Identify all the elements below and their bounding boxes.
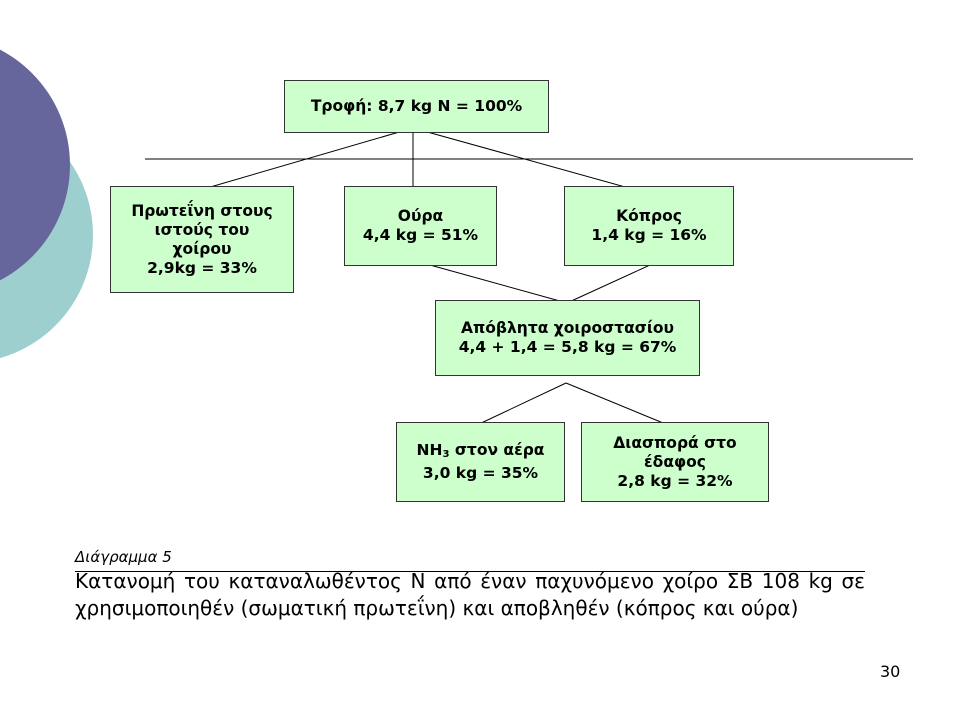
page-number: 30 [880,662,901,681]
node-protein-line: Πρωτεΐνη στους [131,201,273,220]
node-air-line: NH3 στον αέρα [417,441,545,464]
node-protein-line: ιστούς του [154,220,250,239]
node-soil: Διασπορά στο έδαφος 2,8 kg = 32% [581,422,769,502]
caption-text: Κατανομή του καταναλωθέντος N από έναν π… [75,569,865,620]
node-waste-line: Απόβλητα χοιροστασίου [460,319,675,337]
node-manure-line: 1,4 kg = 16% [591,226,707,244]
nh-text: NH [416,441,443,459]
node-waste: Απόβλητα χοιροστασίου 4,4 + 1,4 = 5,8 kg… [435,300,700,376]
node-feed-line: Τροφή: 8,7 kg N = 100% [310,97,523,115]
connector-manure-waste [566,264,651,304]
node-soil-line: 2,8 kg = 32% [617,471,733,490]
node-air-line: 3,0 kg = 35% [422,464,539,482]
node-feed: Τροφή: 8,7 kg N = 100% [284,80,549,133]
node-manure: Κόπρος 1,4 kg = 16% [564,186,734,266]
node-soil-line: έδαφος [644,452,706,471]
connector-feed-protein [199,127,414,191]
node-urine-line: 4,4 kg = 51% [362,226,479,244]
nh-subscript: 3 [442,449,450,460]
node-protein-line: 2,9kg = 33% [147,258,257,277]
connector-urine-waste [429,264,568,304]
connector-waste-air [476,382,567,426]
air-text: στον αέρα [449,441,545,459]
caption-divider [75,571,865,572]
node-protein: Πρωτεΐνη στους ιστούς του χοίρου 2,9kg =… [110,186,294,293]
node-urine: Ούρα 4,4 kg = 51% [344,186,497,266]
connector-feed-manure [412,127,637,191]
node-air: NH3 στον αέρα 3,0 kg = 35% [396,422,565,502]
node-waste-line: 4,4 + 1,4 = 5,8 kg = 67% [458,338,677,356]
node-urine-line: Ούρα [397,207,444,225]
node-soil-line: Διασπορά στο [613,433,737,452]
connector-waste-soil [565,382,669,426]
node-manure-line: Κόπρος [616,207,682,225]
node-protein-line: χοίρου [172,239,232,258]
decor-circle-dark [0,49,70,281]
caption-title: Διάγραμμα 5 [75,548,172,566]
